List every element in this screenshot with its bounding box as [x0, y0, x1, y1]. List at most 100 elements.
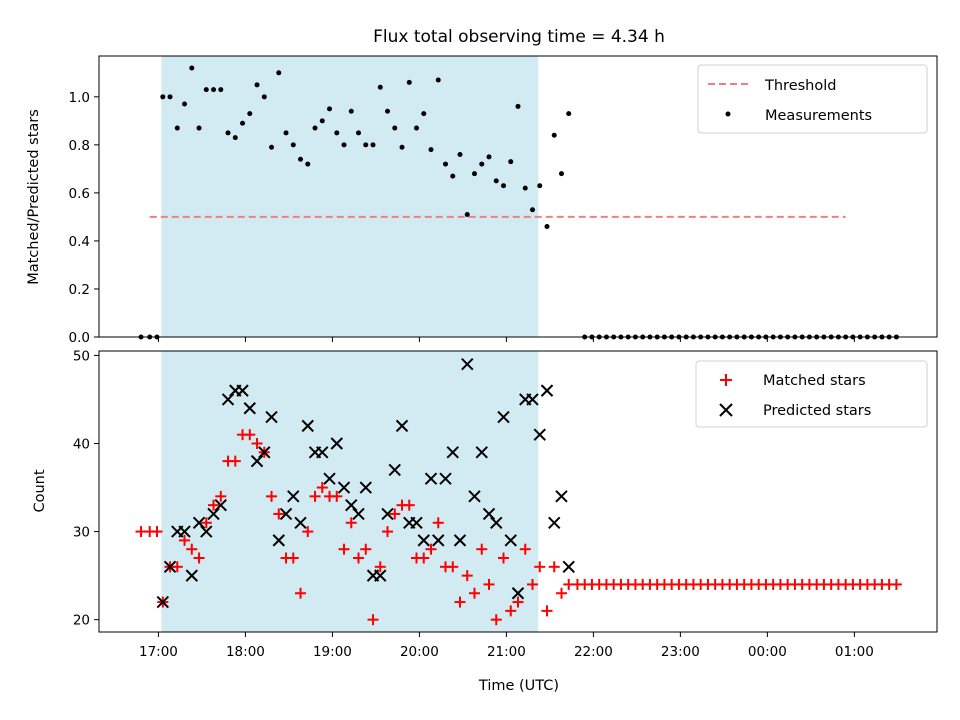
predicted-star-point: [287, 490, 300, 503]
matched-star-point: [490, 614, 502, 626]
predicted-star-point: [461, 358, 474, 371]
predicted-star-point: [359, 481, 372, 494]
top-legend-box: [697, 64, 928, 134]
matched-star-point: [505, 605, 517, 617]
measurement-point: [167, 94, 173, 100]
x-tick-label: 21:00: [487, 644, 526, 660]
predicted-star-point: [526, 393, 539, 406]
measurement-point: [203, 87, 209, 93]
matched-star-point: [374, 561, 386, 573]
measurement-point: [529, 207, 535, 213]
matched-star-point: [454, 596, 466, 608]
measurement-point: [254, 82, 260, 88]
predicted-star-point: [156, 595, 169, 609]
matched-star-point: [447, 561, 459, 573]
measurement-point: [566, 111, 572, 117]
measurement-point: [189, 65, 195, 71]
predicted-star-point: [221, 393, 235, 406]
measurement-point: [450, 173, 456, 179]
x-axis-label: Time (UTC): [478, 678, 559, 694]
predicted-star-point: [432, 534, 445, 547]
matched-star-point: [389, 508, 401, 520]
matched-star-point: [193, 552, 205, 564]
matched-star-point: [432, 517, 444, 529]
bottom-panel: 20 30 40 50 17:00 18:00 19:00 20:00 21:00 22:00 23…: [32, 348, 938, 694]
predicted-star-point: [301, 419, 314, 433]
predicted-star-point: [192, 516, 206, 529]
measurement-point: [414, 125, 420, 131]
predicted-star-point: [185, 569, 198, 582]
predicted-star-point: [511, 587, 525, 600]
matched-star-point: [541, 605, 553, 617]
top-y-tick-label: 1.0: [69, 90, 90, 106]
measurement-point: [182, 101, 188, 107]
measurement-point: [508, 159, 514, 165]
predicted-star-point: [374, 569, 387, 582]
predicted-star-point: [504, 534, 517, 547]
bottom-y-tick-label: 20: [73, 613, 90, 629]
measurement-point: [522, 185, 528, 191]
top-y-tick-label: 0.4: [69, 234, 90, 250]
measurement-point: [457, 151, 463, 157]
measurement-point: [370, 142, 376, 148]
matched-star-point: [171, 561, 183, 573]
predicted-star-point: [294, 516, 307, 529]
x-tick-label: 23:00: [661, 644, 700, 660]
measurement-point: [232, 135, 238, 141]
measurement-point: [305, 161, 311, 167]
legend-measurements-marker: [725, 111, 731, 117]
x-tick-label: 20:00: [400, 644, 439, 660]
top-y-tick-label: 0.2: [69, 282, 90, 298]
matched-star-point: [461, 570, 473, 582]
predicted-star-point: [214, 498, 227, 512]
legend-matched-label: Matched stars: [763, 373, 866, 389]
measurement-point: [211, 87, 217, 93]
matched-star-point: [418, 552, 430, 564]
matched-star-point: [273, 508, 285, 520]
predicted-star-point: [316, 446, 329, 459]
predicted-star-point: [388, 463, 401, 477]
measurement-point: [421, 111, 427, 117]
legend-predicted-label: Predicted stars: [763, 403, 871, 419]
predicted-star-point: [207, 507, 220, 521]
measurement-point: [174, 125, 180, 131]
measurement-point: [363, 142, 369, 148]
predicted-star-point: [562, 560, 575, 574]
matched-star-point: [469, 587, 481, 599]
matched-star-point: [403, 499, 415, 511]
predicted-star-point: [200, 525, 213, 538]
bottom-legend: Matched stars Predicted stars: [695, 360, 928, 428]
bottom-legend-box: [695, 360, 928, 428]
measurement-point: [377, 84, 383, 90]
top-y-tick-label: 0.0: [69, 330, 90, 346]
predicted-star-point: [279, 507, 293, 521]
measurement-point: [341, 142, 347, 148]
top-y-tick-label: 0.6: [69, 186, 90, 202]
top-plot-layer: 0.0 0.2 0.4 0.6 0.8 1.0: [69, 56, 899, 346]
predicted-star-point: [243, 402, 256, 415]
predicted-star-point: [250, 454, 264, 468]
predicted-star-point: [410, 516, 423, 529]
predicted-star-point: [417, 534, 430, 547]
predicted-star-point: [533, 428, 546, 441]
legend-predicted-marker: [719, 403, 733, 417]
predicted-star-point: [453, 534, 467, 547]
top-panel: 0.0 0.2 0.4 0.6 0.8 1.0 Matched/Predicted sta…: [26, 55, 938, 346]
measurement-point: [392, 125, 398, 131]
predicted-star-point: [345, 498, 358, 512]
matched-star-point: [382, 526, 394, 538]
predicted-star-point: [439, 472, 452, 485]
predicted-star-point: [236, 384, 249, 397]
legend-measurements-label: Measurements: [765, 108, 872, 124]
predicted-star-point: [468, 490, 481, 503]
predicted-star-point: [424, 472, 438, 485]
measurement-point: [160, 94, 166, 100]
bottom-observing-window-shade: [161, 351, 539, 632]
measurement-point: [399, 144, 405, 150]
matched-star-point: [890, 578, 902, 590]
measurement-point: [298, 156, 304, 162]
measurement-point: [225, 130, 231, 136]
predicted-star-point: [548, 516, 561, 529]
measurement-point: [515, 103, 521, 109]
